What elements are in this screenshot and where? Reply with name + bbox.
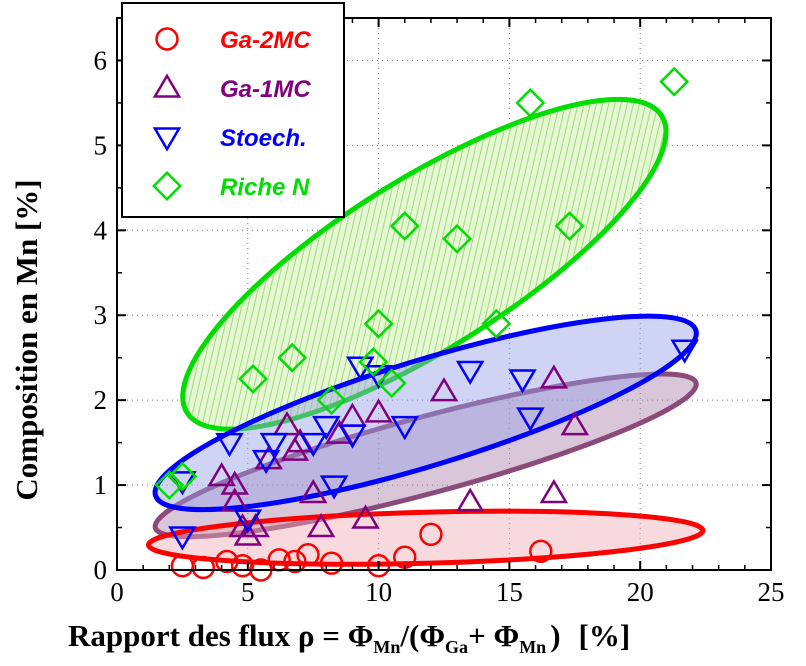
y-tick-label: 3 [94,300,108,330]
point-ga-1mc [220,470,250,495]
point-riche-n [442,223,473,254]
x-tick-label: 20 [627,577,654,607]
ellipse-stoech [152,313,699,513]
point-ga-2mc [296,543,320,567]
legend-label-riche-n: Riche N [220,174,310,201]
data-points [154,66,699,582]
point-stoech [390,415,420,441]
point-ga-1mc [539,479,569,504]
x-tick-label: 5 [241,577,255,607]
point-stoech [233,509,263,534]
x-axis-label-unit: [%] [579,618,631,653]
point-ga-2mc [283,549,307,574]
point-ga-1mc [298,479,328,504]
plot-border [116,17,772,571]
x-axis-label-sub-ga: Ga [445,637,468,657]
x-axis-label-sub-mn-2: Mn [519,637,546,657]
x-axis-label-plus: + Φ [468,618,519,653]
y-tick-label: 4 [94,215,108,245]
point-riche-n [481,308,512,339]
point-ga-1mc [306,512,336,538]
point-riche-n [659,66,690,97]
point-riche-n [316,385,347,416]
point-stoech [516,407,545,432]
point-stoech [319,475,349,500]
point-stoech [338,424,367,449]
x-tick-label: 0 [110,577,124,607]
x-tick-label: 15 [496,577,523,607]
point-riche-n [277,342,308,373]
plot-frame [116,17,772,571]
point-stoech [670,339,699,364]
point-stoech [251,449,281,475]
point-riche-n [515,87,546,118]
y-axis-label: Composition en Mn [%] [9,179,44,500]
legend-label-ga-2mc: Ga-2MC [220,27,311,54]
point-ga-2mc [419,522,443,547]
point-stoech [508,369,537,394]
x-tick-label: 25 [758,577,785,607]
y-tick-label: 5 [94,130,108,160]
legend-marker-ga-1mc [152,73,182,98]
point-stoech [215,432,244,458]
series-ellipses [145,96,706,567]
point-ga-1mc [207,462,236,487]
point-riche-n [154,470,185,501]
point-riche-n [363,308,394,339]
legend-marker-stoech [152,127,182,152]
point-riche-n [554,211,585,242]
point-stoech [311,415,341,441]
point-ga-2mc [529,539,553,564]
axis-ticks: 0 5 10 15 20 25 0 1 2 3 4 5 6 [94,18,785,607]
point-ga-2mc [215,549,239,574]
x-axis-label-main: Rapport des flux ρ = Φ [68,618,373,653]
x-axis-label: Rapport des flux ρ = ΦMn/(ΦGa+ ΦMn) [%] [68,618,630,657]
point-ga-1mc [351,504,380,529]
point-riche-n [389,211,420,242]
point-ga-2mc [319,551,344,575]
x-axis-label-sub-mn: Mn [373,637,400,657]
point-riche-n [376,368,407,399]
point-stoech [298,432,328,458]
x-tick-label: 10 [365,577,392,607]
y-tick-label: 0 [94,555,108,585]
legend-marker-riche-n [152,171,182,201]
x-axis-label-close: ) [550,618,560,653]
y-tick-label: 6 [94,45,108,75]
point-ga-1mc [280,436,310,461]
point-riche-n [238,363,268,394]
point-riche-n [358,346,389,377]
y-tick-label: 2 [94,385,108,415]
point-ga-1mc [455,487,485,512]
x-axis-label-mid: /(Φ [399,618,445,653]
legend: Ga-2MC Ga-1MC Stoech. Riche N [121,2,345,218]
point-ga-1mc [429,377,459,402]
point-ga-2mc [191,555,216,580]
point-ga-1mc [364,398,393,423]
y-tick-label: 1 [94,470,108,500]
point-ga-1mc [560,411,590,436]
point-ga-2mc [230,554,255,578]
point-ga-1mc [233,521,263,546]
point-stoech [168,526,197,551]
legend-label-ga-1mc: Ga-1MC [220,76,311,103]
ellipse-riche-n [180,96,669,432]
ellipse-ga-2mc [145,508,706,567]
point-ga-2mc [366,554,391,578]
point-stoech [455,360,485,385]
point-stoech [259,432,289,458]
legend-label-stoech: Stoech. [220,125,307,152]
legend-marker-ga-2mc [155,27,179,51]
point-riche-n [167,461,198,492]
point-ga-1mc [539,364,569,389]
